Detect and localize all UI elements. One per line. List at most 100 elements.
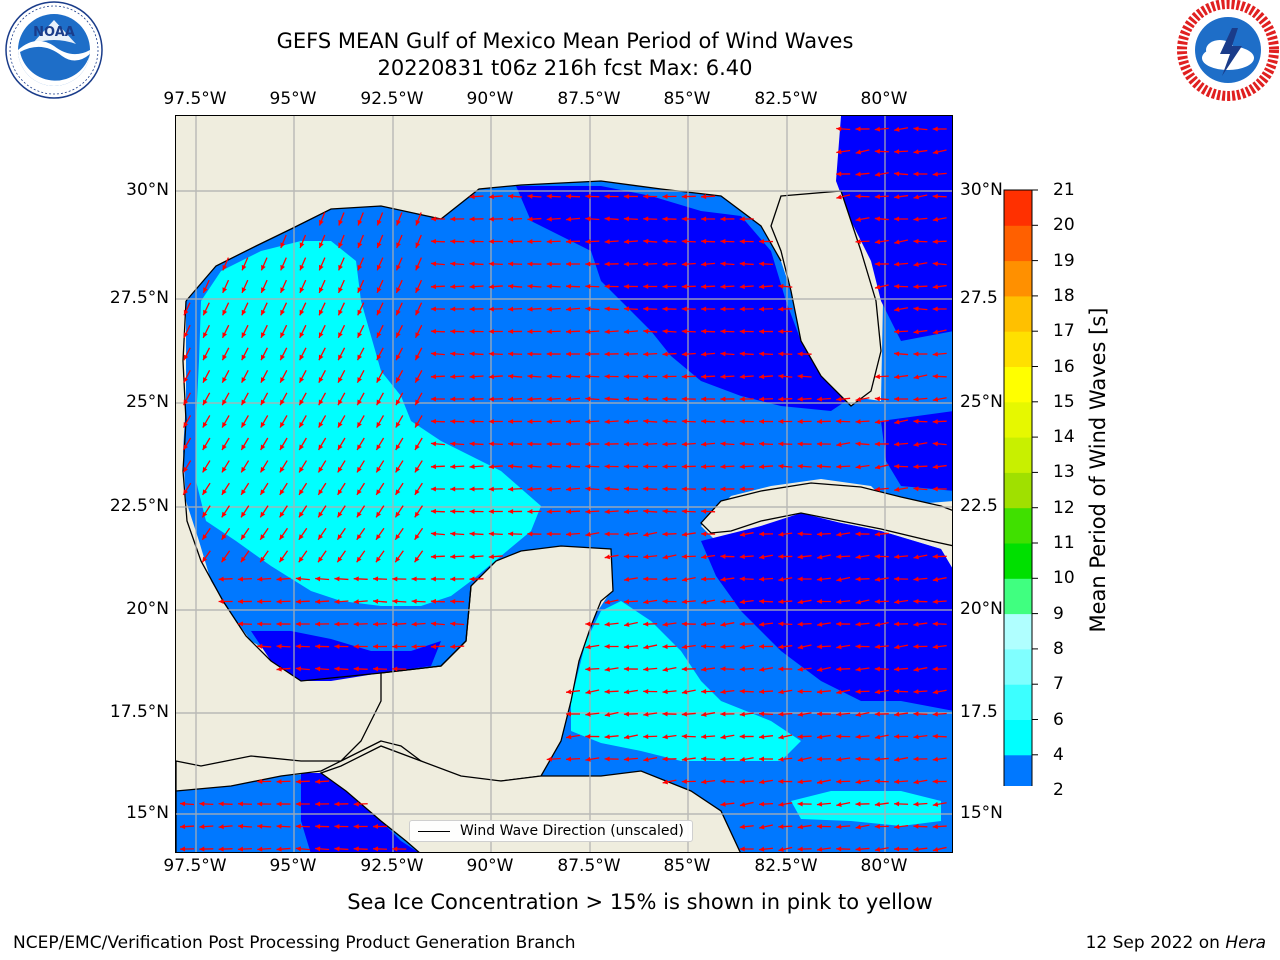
wave-arrow-head (894, 688, 900, 694)
wave-arrow-head (720, 306, 726, 312)
wave-arrow-head (604, 441, 610, 447)
wave-arrow-head (932, 149, 939, 155)
wave-arrow-head (894, 419, 900, 425)
wave-arrow-head (353, 643, 359, 649)
wave-arrow-head (508, 193, 514, 199)
wave-arrow-head (894, 306, 900, 312)
wave-arrow-head (180, 824, 186, 830)
wave-arrow-head (315, 801, 321, 807)
wave-arrow-head (623, 373, 629, 379)
wave-arrow-head (241, 332, 247, 338)
wave-arrow-head (392, 666, 398, 672)
wave-arrow-head (816, 419, 822, 425)
wave-arrow-head (260, 399, 266, 406)
wave-arrow-head (913, 779, 919, 785)
wave-arrow-head (415, 354, 420, 361)
wave-arrow-head (662, 531, 668, 537)
wave-arrow-head (315, 621, 321, 627)
wave-arrow-head (874, 666, 880, 672)
wave-arrow-head (816, 846, 823, 852)
wave-arrow-head (585, 711, 591, 717)
wave-arrow-head (643, 351, 649, 357)
wave-arrow-head (546, 463, 552, 469)
caribbean-cyan (571, 601, 801, 761)
wave-arrow-head (376, 242, 382, 248)
wave-arrow-head (295, 801, 301, 807)
wave-arrow-head (643, 374, 649, 380)
wave-arrow-head (527, 531, 533, 537)
wave-arrow-head (257, 823, 263, 829)
wave-arrow-head (315, 576, 321, 582)
colorbar-segment (1004, 437, 1032, 473)
wave-arrow-head (180, 846, 186, 852)
wave-arrow-head (662, 734, 668, 740)
wave-arrow-head (414, 556, 420, 563)
wave-arrow-head (508, 216, 514, 222)
wave-arrow-head (488, 441, 494, 447)
wave-arrow-head (508, 261, 514, 267)
wave-arrow-head (681, 486, 687, 492)
lon-label-top: 97.5°W (163, 89, 227, 109)
wave-arrow-head (585, 733, 591, 739)
wave-arrow-head (932, 689, 939, 695)
wave-arrow-head (318, 421, 324, 428)
wave-arrow-head (720, 666, 726, 672)
wave-arrow-head (276, 846, 282, 852)
wave-arrow-head (604, 216, 610, 222)
wave-arrow-head (566, 419, 572, 425)
wave-arrow-head (701, 508, 707, 514)
wave-arrow-head (739, 734, 745, 740)
wave-arrow-head (260, 556, 266, 563)
wave-arrow-head (241, 421, 247, 428)
footer-host: Hera (1225, 933, 1266, 953)
wave-arrow-head (816, 621, 823, 627)
colorbar-tick-label: 19 (1053, 250, 1075, 271)
wave-arrow-head (778, 576, 784, 582)
wave-arrow-head (241, 444, 247, 451)
wave-arrow-head (759, 689, 765, 695)
wave-arrow-head (778, 666, 784, 672)
wave-arrow-head (430, 261, 437, 267)
wave-arrow-head (874, 171, 881, 177)
wave-arrow-head (357, 332, 363, 338)
wave-arrow-head (913, 734, 919, 740)
wave-arrow-head (759, 598, 765, 604)
wave-arrow-head (527, 306, 533, 312)
wave-arrow-head (623, 486, 630, 492)
wave-arrow-head (855, 576, 861, 582)
wave-arrow-head (701, 464, 707, 470)
wave-arrow-head (623, 531, 630, 537)
wave-arrow-head (701, 284, 707, 290)
wave-arrow-head (681, 531, 688, 537)
wave-arrow-head (662, 576, 668, 582)
wave-arrow-head (701, 306, 707, 312)
legend-line-swatch (418, 830, 450, 832)
lon-label-bottom: 90°W (466, 856, 514, 876)
wave-arrow-head (701, 711, 707, 717)
wave-arrow-head (759, 464, 765, 470)
wave-arrow-head (662, 644, 668, 650)
wave-arrow-head (836, 644, 842, 650)
wave-arrow-head (874, 644, 881, 650)
wave-arrow-head (759, 711, 765, 717)
wave-arrow-head (855, 756, 861, 762)
wave-arrow-head (260, 511, 266, 518)
wave-arrow-head (894, 239, 900, 245)
wave-arrow-head (817, 779, 823, 785)
lat-label-right: 20°N (960, 599, 1003, 619)
wave-arrow-head (932, 239, 938, 245)
wave-arrow-head (817, 554, 823, 560)
wave-arrow-head (643, 328, 649, 334)
wave-arrow-head (315, 846, 321, 852)
wave-arrow-head (376, 264, 382, 271)
wave-arrow-head (527, 261, 533, 267)
wave-arrow-head (855, 599, 862, 605)
wave-arrow-head (932, 261, 938, 267)
wave-arrow-head (739, 418, 745, 424)
dark-blue-atlantic (836, 116, 952, 341)
wave-arrow-head (681, 464, 687, 470)
wave-arrow-head (222, 444, 227, 451)
wave-arrow-head (376, 377, 382, 383)
wave-arrow-head (739, 216, 745, 222)
wave-arrow-head (299, 466, 304, 473)
